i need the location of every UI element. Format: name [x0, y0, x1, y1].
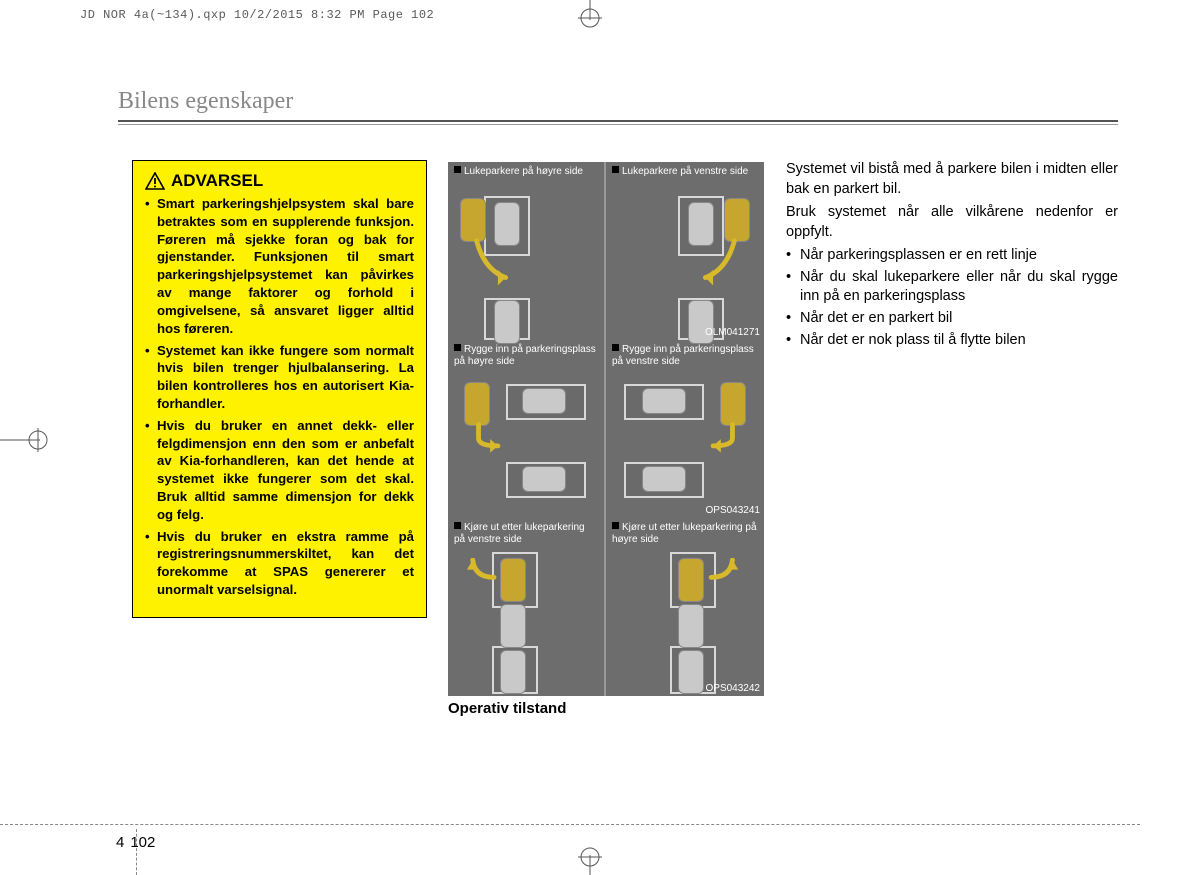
warning-list: Smart parkeringshjelpsystem skal bare be…	[145, 195, 414, 599]
warning-item: Systemet kan ikke fungere som normalt hv…	[145, 342, 414, 413]
warning-triangle-icon	[145, 172, 165, 190]
title-rule-thin	[118, 124, 1118, 125]
page-number: 4102	[116, 834, 155, 851]
warning-item: Hvis du bruker en ekstra ramme på regist…	[145, 528, 414, 599]
diagram-label: Kjøre ut etter lukeparkering på venstre …	[454, 522, 598, 545]
warning-title: ADVARSEL	[171, 171, 263, 191]
body-list: Når parkeringsplassen er en rett linje N…	[786, 246, 1118, 350]
diagram-grid: Lukeparkere på høyre side Lukeparkere på…	[448, 162, 764, 696]
list-item: Når parkeringsplassen er en rett linje	[786, 246, 1118, 266]
diagram-panel: Lukeparkere på høyre side	[448, 162, 606, 340]
diagram-panel: Rygge inn på parkeringsplass på høyre si…	[448, 340, 606, 518]
diagram-label: Kjøre ut etter lukeparkering på høyre si…	[612, 522, 758, 545]
diagram-panel: Kjøre ut etter lukeparkering på høyre si…	[606, 518, 764, 696]
diagram-ref: OLM041271	[705, 327, 760, 338]
warning-item: Smart parkeringshjelpsystem skal bare be…	[145, 195, 414, 338]
diagram-label: Lukeparkere på høyre side	[454, 166, 598, 178]
print-slug: JD NOR 4a(~134).qxp 10/2/2015 8:32 PM Pa…	[80, 8, 434, 22]
diagram-label: Rygge inn på parkeringsplass på venstre …	[612, 344, 758, 367]
crop-mark-top	[560, 0, 620, 30]
diagram-ref: OPS043242	[706, 683, 761, 694]
warning-box: ADVARSEL Smart parkeringshjelpsystem ska…	[132, 160, 427, 618]
list-item: Når du skal lukeparkere eller når du ska…	[786, 268, 1118, 307]
page-title: Bilens egenskaper	[118, 88, 293, 115]
warning-item: Hvis du bruker en annet dekk- eller felg…	[145, 417, 414, 524]
paragraph: Systemet vil bistå med å parkere bilen i…	[786, 160, 1118, 199]
list-item: Når det er en parkert bil	[786, 309, 1118, 329]
diagram-caption: Operativ tilstand	[448, 700, 566, 717]
paragraph: Bruk systemet når alle vilkårene nedenfo…	[786, 203, 1118, 242]
diagram-panel: Lukeparkere på venstre side OLM041271	[606, 162, 764, 340]
list-item: Når det er nok plass til å flytte bilen	[786, 331, 1118, 351]
body-text: Systemet vil bistå med å parkere bilen i…	[786, 160, 1118, 352]
diagram-panel: Kjøre ut etter lukeparkering på venstre …	[448, 518, 606, 696]
footer-rule	[0, 824, 1140, 825]
diagram-label: Lukeparkere på venstre side	[612, 166, 758, 178]
title-rule	[118, 120, 1118, 122]
diagram-ref: OPS043241	[706, 505, 761, 516]
crop-mark-left	[0, 420, 60, 460]
diagram-label: Rygge inn på parkeringsplass på høyre si…	[454, 344, 598, 367]
crop-mark-bottom	[560, 845, 620, 875]
diagram-panel: Rygge inn på parkeringsplass på venstre …	[606, 340, 764, 518]
